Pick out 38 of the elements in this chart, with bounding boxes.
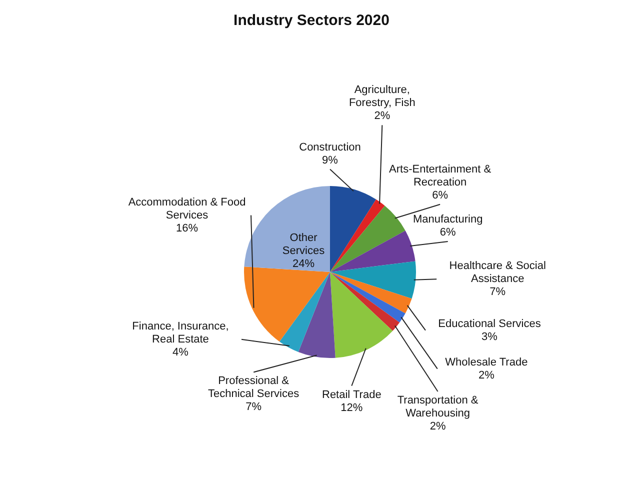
pie-slice (330, 206, 406, 272)
pie-slice (330, 272, 406, 323)
pie-slice (244, 186, 330, 272)
data-label: 2% (374, 110, 390, 122)
data-label: 2% (478, 369, 495, 382)
pie-slice (330, 186, 376, 272)
slice-label: Agriculture, Forestry, Fish (348, 84, 416, 110)
pie-slice (330, 261, 416, 299)
data-label: 16% (176, 222, 198, 234)
slice-label: Educational Services (438, 318, 542, 330)
slice-label: Professional & Technical Services (208, 375, 300, 400)
data-label: 12% (340, 402, 363, 414)
data-label: 4% (172, 346, 189, 358)
data-label: 7% (246, 401, 262, 414)
slice-label: Transportation & Warehousing (397, 394, 479, 420)
chart-title: Industry Sectors 2020 (234, 12, 390, 29)
slice-label: Healthcare & Social Assistance (449, 260, 546, 286)
data-label: 7% (490, 286, 506, 298)
slice-label: Other Services (282, 232, 326, 258)
pie-slice (330, 199, 385, 272)
pie-slice (279, 272, 330, 352)
slice-label: Arts-Entertainment & Recreation (389, 163, 492, 188)
slice-label: Retail Trade (322, 388, 382, 401)
data-label: 9% (322, 154, 338, 166)
pie-slice (330, 272, 393, 358)
data-label: 2% (430, 420, 446, 432)
data-label: 24% (292, 258, 315, 270)
slice-label: Construction (299, 141, 361, 154)
data-label: 6% (432, 189, 448, 202)
pie-slice (330, 230, 416, 272)
pie-slice (298, 272, 336, 358)
slice-label: Finance, Insurance, Real Estate (132, 320, 229, 346)
pie-slice (330, 272, 400, 331)
slice-label: Wholesale Trade (445, 356, 528, 368)
data-label: 3% (482, 330, 498, 343)
data-label: 6% (440, 226, 456, 239)
slice-label: Manufacturing (412, 214, 483, 226)
slice-label: Accommodation & Food Services (128, 196, 246, 222)
